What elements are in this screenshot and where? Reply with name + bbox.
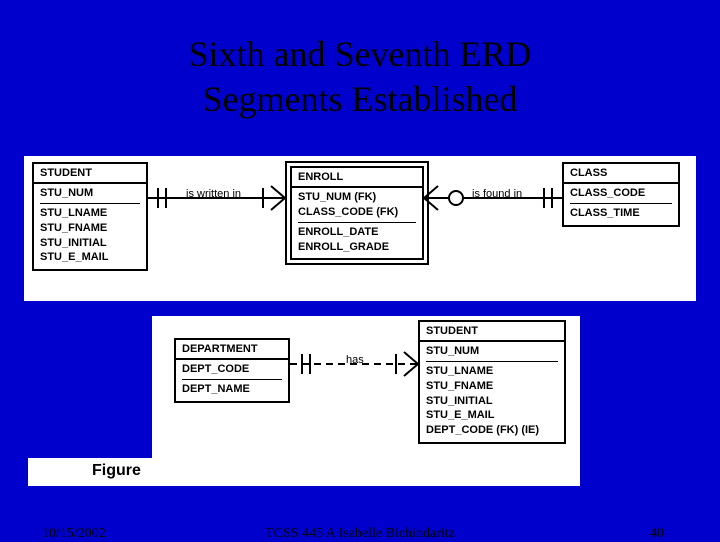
attr: STU_E_MAIL xyxy=(426,408,558,423)
entity-name: STUDENT xyxy=(420,322,564,342)
attr: DEPT_NAME xyxy=(182,382,282,397)
attr: STU_NUM xyxy=(426,344,558,359)
entity-student-2: STUDENT STU_NUM STU_LNAME STU_FNAME STU_… xyxy=(418,320,566,444)
entity-department: DEPARTMENT DEPT_CODE DEPT_NAME xyxy=(174,338,290,403)
attr: CLASS_CODE xyxy=(570,186,672,201)
attr: STU_FNAME xyxy=(40,221,140,236)
attr: STU_FNAME xyxy=(426,379,558,394)
attr: DEPT_CODE (FK) (IE) xyxy=(426,423,558,438)
entity-name: DEPARTMENT xyxy=(176,340,288,360)
entity-name: CLASS xyxy=(564,164,678,184)
title-line-2: Segments Established xyxy=(203,79,518,119)
entity-student: STUDENT STU_NUM STU_LNAME STU_FNAME STU_… xyxy=(32,162,148,271)
attr: STU_LNAME xyxy=(40,206,140,221)
attr: STU_INITIAL xyxy=(40,236,140,251)
attr: STU_E_MAIL xyxy=(40,250,140,265)
attr: STU_NUM (FK) xyxy=(298,190,416,205)
slide-title: Sixth and Seventh ERD Segments Establish… xyxy=(0,0,720,122)
erd-panel-1: STUDENT STU_NUM STU_LNAME STU_FNAME STU_… xyxy=(24,156,696,301)
rel-label-found-in: is found in xyxy=(472,188,522,200)
attr: CLASS_CODE (FK) xyxy=(298,205,416,220)
attr: CLASS_TIME xyxy=(570,206,672,221)
attr: STU_INITIAL xyxy=(426,394,558,409)
attr: ENROLL_GRADE xyxy=(298,240,416,255)
attr: DEPT_CODE xyxy=(182,362,282,377)
attr: STU_NUM xyxy=(40,186,140,201)
figure-label: Figure xyxy=(92,462,141,480)
rel-label-written-in: is written in xyxy=(186,188,241,200)
erd-panel-2: DEPARTMENT DEPT_CODE DEPT_NAME STUDENT S… xyxy=(152,316,580,486)
attr: ENROLL_DATE xyxy=(298,225,416,240)
entity-enroll: ENROLL STU_NUM (FK) CLASS_CODE (FK) ENRO… xyxy=(290,166,424,260)
attr: STU_LNAME xyxy=(426,364,558,379)
title-line-1: Sixth and Seventh ERD xyxy=(189,34,532,74)
entity-class: CLASS CLASS_CODE CLASS_TIME xyxy=(562,162,680,227)
rel-label-has: has xyxy=(346,354,364,366)
entity-name: ENROLL xyxy=(292,168,422,188)
entity-name: STUDENT xyxy=(34,164,146,184)
